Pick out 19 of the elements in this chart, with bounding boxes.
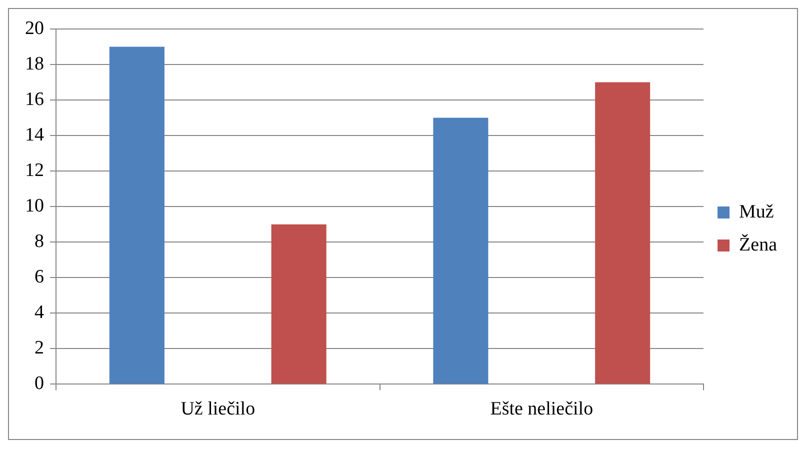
bar [109,46,164,384]
y-tick-label: 18 [25,54,44,75]
bar [271,224,326,384]
bar [595,82,650,384]
y-tick-label: 20 [25,18,44,39]
y-tick-label: 14 [25,124,44,146]
y-tick-label: 16 [25,89,44,110]
y-tick-label: 10 [25,196,44,217]
bar [433,118,488,384]
y-tick-label: 4 [34,302,44,324]
legend-label: Muž [739,201,774,222]
y-tick-label: 8 [34,231,44,252]
x-tick-label: Ešte neliečilo [490,398,594,420]
y-tick-label: 0 [34,373,44,394]
y-tick-label: 12 [25,160,44,182]
x-tick-label: Už liečilo [180,398,256,420]
legend-label: Žena [739,233,778,256]
y-tick-label: 2 [34,338,44,359]
y-tick-label: 6 [34,266,44,288]
